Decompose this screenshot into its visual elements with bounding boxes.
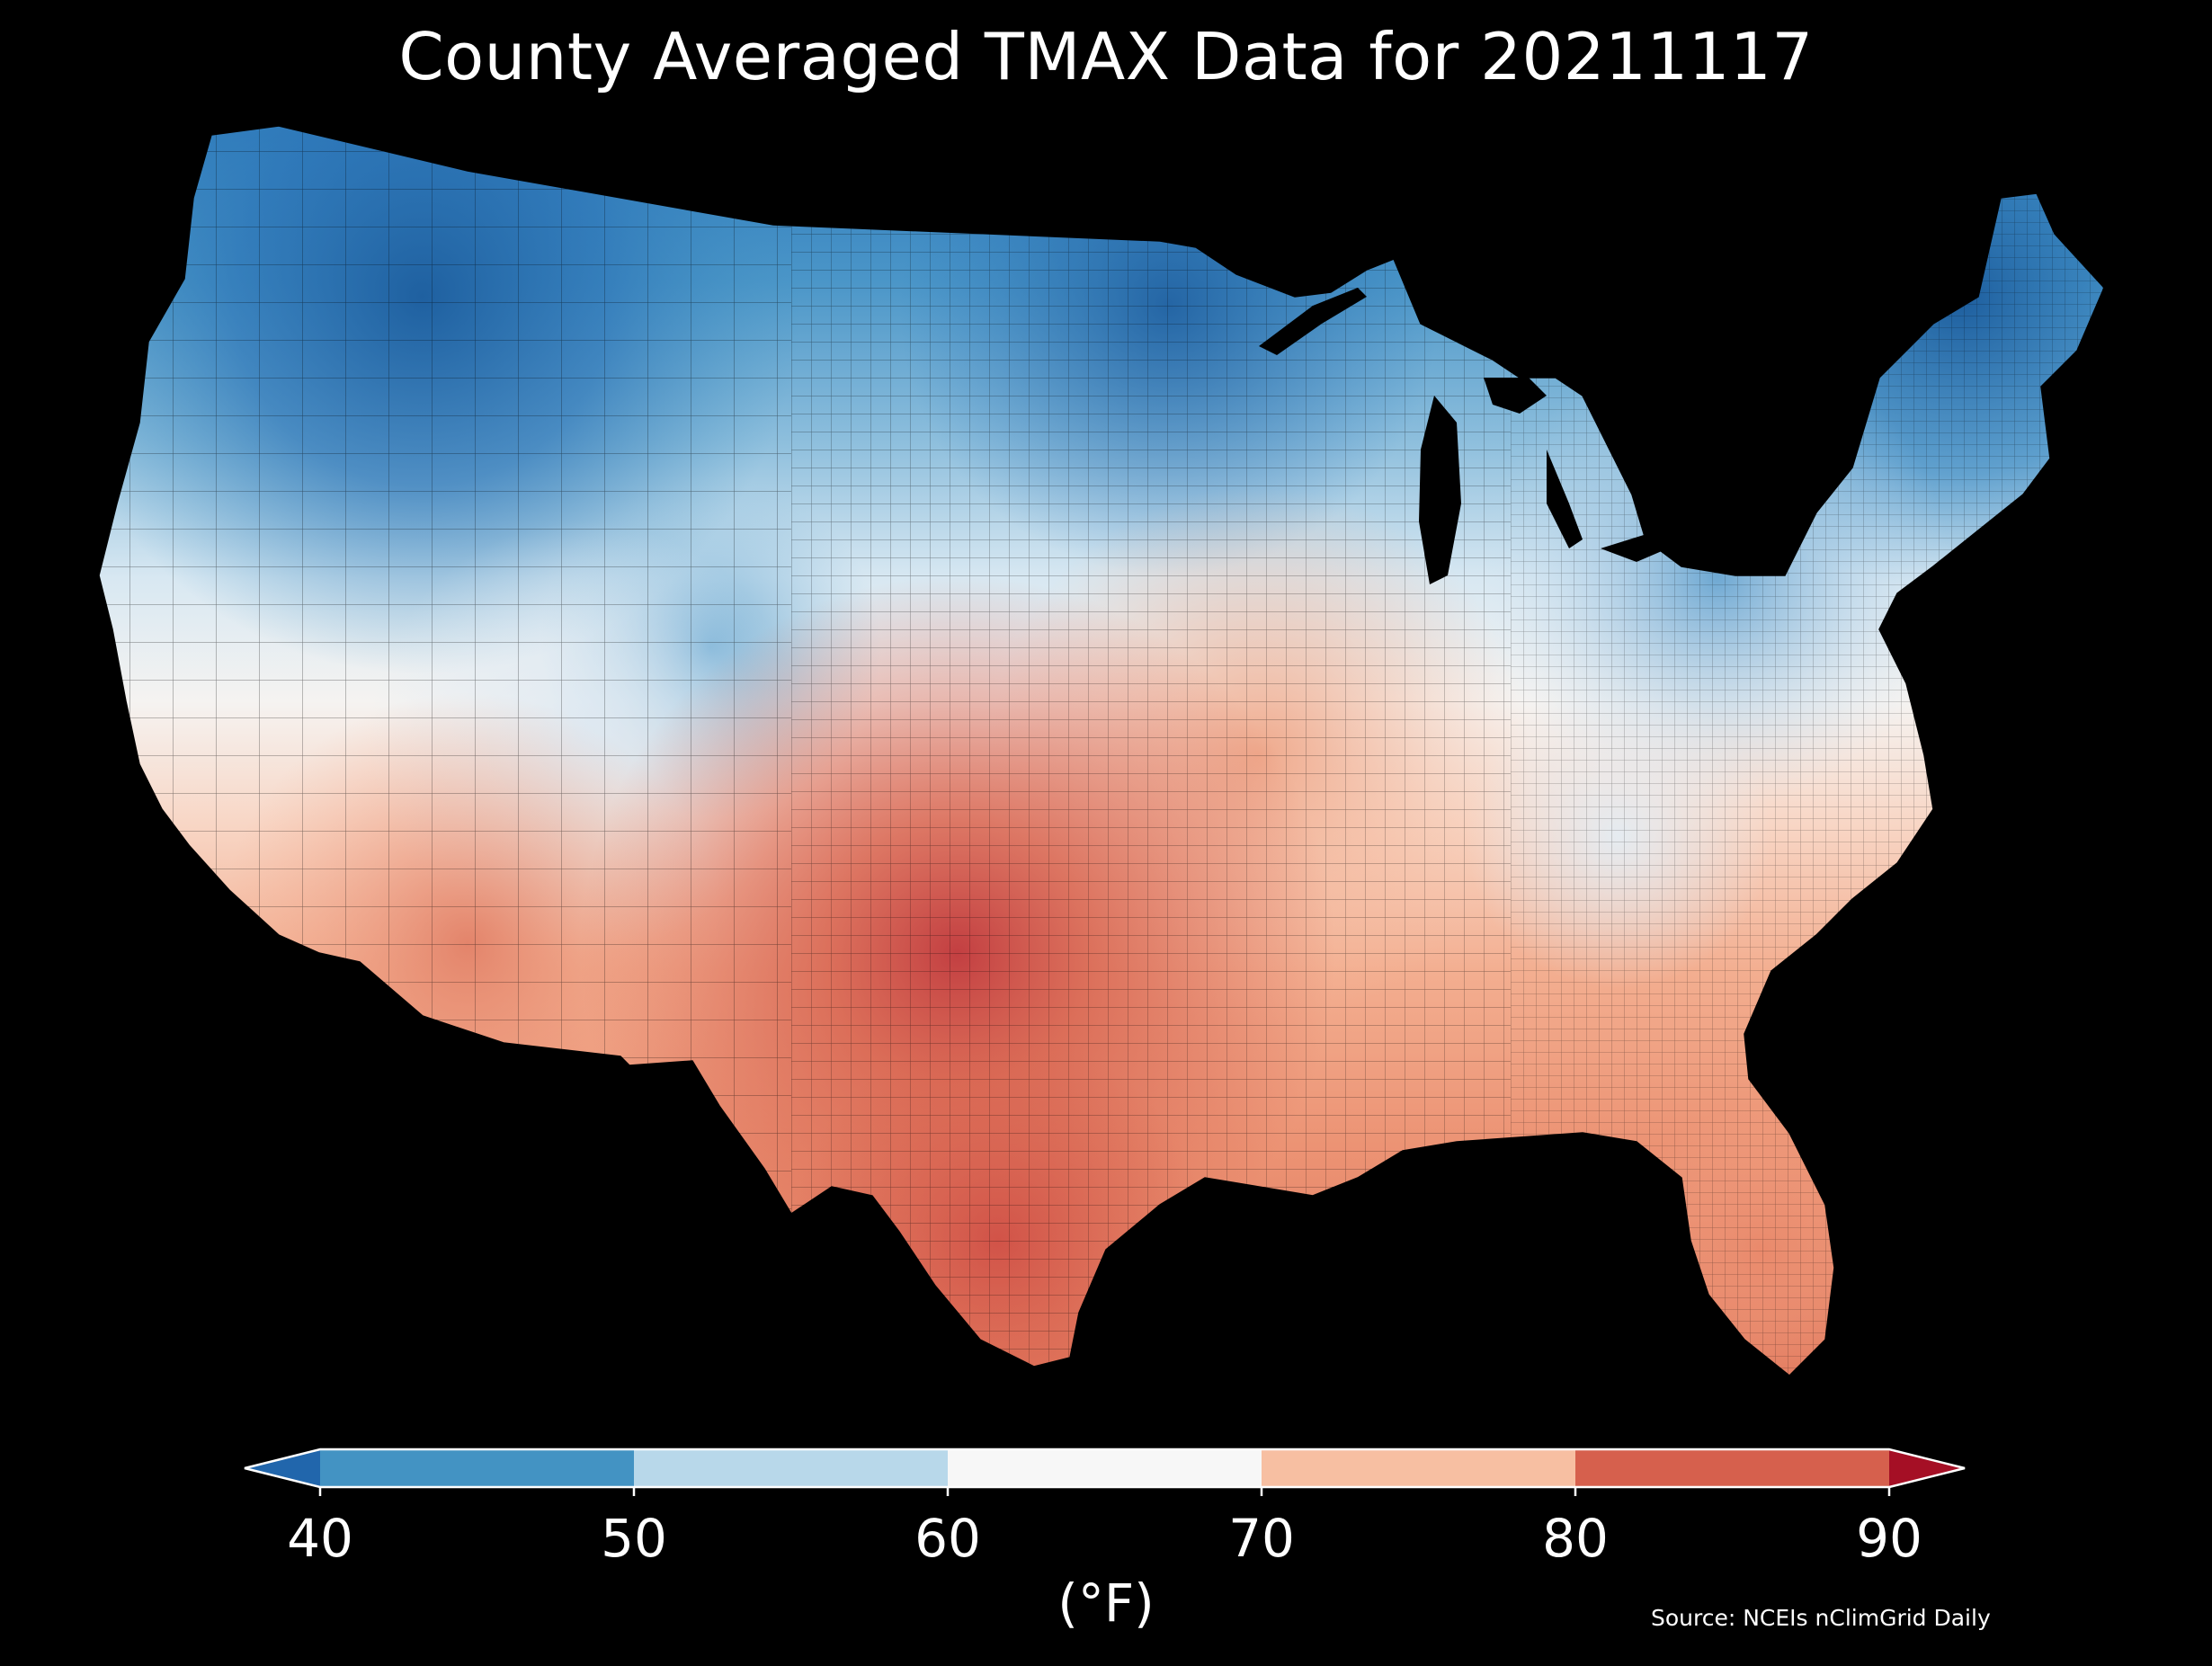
colorbar-extend-low <box>245 1449 320 1487</box>
colorbar-bin-50-60 <box>634 1449 948 1487</box>
colorbar-unit-label: (°F) <box>1057 1572 1155 1634</box>
source-credit: Source: NCEIs nClimGrid Daily <box>1651 1605 1991 1631</box>
colorbar-bin-40-50 <box>320 1449 634 1487</box>
great-lakes <box>1259 288 1798 584</box>
colorbar-bin-60-70 <box>948 1449 1262 1487</box>
colorbar-tick-80: 80 <box>1542 1508 1609 1569</box>
colorbar-tick-40: 40 <box>287 1508 353 1569</box>
map-title: County Averaged TMAX Data for 20211117 <box>398 19 1814 94</box>
us-outline <box>98 125 2105 1377</box>
colorbar-tick-90: 90 <box>1856 1508 1922 1569</box>
colorbar-bin-70-80 <box>1262 1449 1575 1487</box>
colorbar-bin-80-90 <box>1575 1449 1889 1487</box>
colorbar-extend-high <box>1889 1449 1965 1487</box>
colorbar-tick-50: 50 <box>601 1508 667 1569</box>
colorbar-tick-70: 70 <box>1228 1508 1295 1569</box>
colorbar-tick-60: 60 <box>914 1508 981 1569</box>
